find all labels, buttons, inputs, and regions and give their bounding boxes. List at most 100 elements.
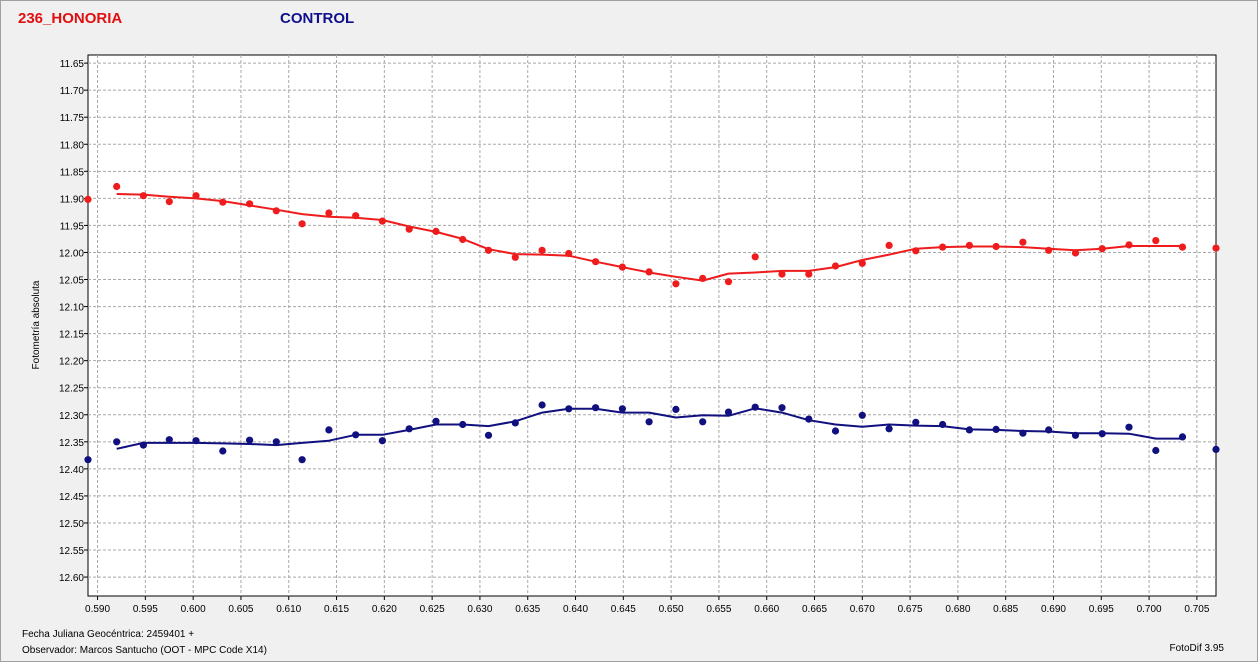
series-honoria bbox=[84, 182, 1220, 288]
data-point-control bbox=[352, 431, 360, 439]
data-point-control bbox=[192, 437, 200, 445]
footer-software: FotoDif 3.95 bbox=[1169, 643, 1224, 654]
data-point-control bbox=[1019, 429, 1027, 437]
data-point-honoria bbox=[1212, 244, 1220, 252]
series-control bbox=[84, 401, 1220, 464]
data-point-honoria bbox=[751, 253, 759, 261]
data-point-control bbox=[618, 405, 627, 413]
y-tick-label: 11.65 bbox=[60, 59, 85, 70]
data-point-honoria bbox=[1178, 243, 1187, 251]
data-point-control bbox=[965, 426, 974, 434]
data-point-control bbox=[113, 438, 121, 446]
data-point-control bbox=[378, 437, 386, 445]
data-point-honoria bbox=[192, 192, 200, 200]
data-point-honoria bbox=[885, 241, 893, 249]
data-point-honoria bbox=[113, 182, 121, 191]
footer-observer: Observador: Marcos Santucho (OOT - MPC C… bbox=[22, 645, 267, 656]
data-point-honoria bbox=[858, 259, 866, 267]
data-point-control bbox=[1152, 446, 1160, 455]
data-point-honoria bbox=[724, 278, 733, 286]
grid bbox=[88, 55, 1216, 596]
y-tick-label: 12.10 bbox=[59, 303, 84, 314]
x-tick-label: 0.680 bbox=[945, 604, 970, 615]
data-point-honoria bbox=[778, 270, 786, 278]
data-point-control bbox=[459, 420, 467, 429]
data-point-control bbox=[672, 405, 680, 413]
data-point-honoria bbox=[592, 258, 600, 266]
data-point-control bbox=[805, 415, 813, 423]
y-tick-label: 12.50 bbox=[59, 519, 84, 530]
y-tick-label: 12.60 bbox=[59, 573, 84, 584]
y-tick-label: 11.85 bbox=[60, 167, 85, 178]
data-point-honoria bbox=[352, 212, 360, 220]
data-point-control bbox=[405, 425, 413, 433]
data-point-honoria bbox=[165, 198, 173, 206]
data-point-control bbox=[912, 418, 920, 426]
x-tick-label: 0.635 bbox=[515, 604, 540, 615]
data-point-control bbox=[298, 456, 306, 464]
y-tick-label: 12.55 bbox=[59, 546, 84, 557]
data-point-control bbox=[724, 408, 733, 416]
x-tick-label: 0.640 bbox=[563, 604, 588, 615]
data-point-control bbox=[246, 436, 254, 444]
data-point-control bbox=[325, 426, 333, 434]
data-point-control bbox=[565, 405, 573, 413]
x-tick-label: 0.665 bbox=[802, 604, 827, 615]
legend-label-control: CONTROL bbox=[280, 10, 355, 27]
data-point-honoria bbox=[511, 253, 519, 261]
data-point-honoria bbox=[272, 207, 280, 215]
y-tick-label: 11.90 bbox=[60, 194, 85, 205]
x-tick-label: 0.670 bbox=[850, 604, 875, 615]
data-point-honoria bbox=[699, 274, 707, 282]
y-tick-label: 12.00 bbox=[59, 248, 84, 259]
x-tick-label: 0.695 bbox=[1089, 604, 1114, 615]
data-point-control bbox=[751, 403, 759, 411]
footer-julian-date: Fecha Juliana Geocéntrica: 2459401 + bbox=[22, 629, 195, 640]
data-point-honoria bbox=[805, 270, 813, 278]
data-point-control bbox=[165, 436, 173, 444]
data-point-control bbox=[831, 427, 840, 435]
plot-area bbox=[87, 54, 1217, 597]
data-point-control bbox=[139, 441, 147, 449]
data-point-honoria bbox=[912, 247, 920, 255]
data-point-honoria bbox=[1019, 238, 1027, 246]
data-point-honoria bbox=[565, 249, 573, 258]
data-point-honoria bbox=[378, 217, 386, 225]
data-point-control bbox=[778, 404, 786, 412]
data-point-honoria bbox=[84, 195, 92, 203]
data-point-honoria bbox=[298, 220, 306, 228]
data-point-control bbox=[432, 417, 440, 425]
y-tick-label: 12.40 bbox=[59, 465, 84, 476]
x-tick-label: 0.685 bbox=[993, 604, 1018, 615]
y-tick-label: 12.45 bbox=[59, 492, 84, 503]
x-tick-label: 0.645 bbox=[611, 604, 636, 615]
x-tick-label: 0.620 bbox=[372, 604, 397, 615]
data-point-honoria bbox=[219, 198, 227, 206]
y-tick-label: 11.95 bbox=[60, 221, 85, 232]
data-point-honoria bbox=[965, 241, 974, 249]
data-point-honoria bbox=[645, 268, 653, 276]
data-point-honoria bbox=[459, 235, 467, 244]
legend-label-honoria: 236_HONORIA bbox=[18, 10, 123, 27]
x-tick-label: 0.700 bbox=[1137, 604, 1162, 615]
y-tick-label: 12.20 bbox=[59, 357, 84, 368]
data-point-control bbox=[1125, 423, 1133, 431]
data-point-control bbox=[84, 456, 92, 464]
data-point-control bbox=[1045, 426, 1053, 434]
x-tick-label: 0.610 bbox=[276, 604, 301, 615]
data-point-control bbox=[592, 404, 600, 412]
x-tick-label: 0.590 bbox=[85, 604, 110, 615]
data-point-control bbox=[645, 418, 653, 426]
x-tick-label: 0.600 bbox=[181, 604, 206, 615]
data-point-control bbox=[511, 419, 519, 427]
data-point-honoria bbox=[1071, 249, 1080, 257]
y-tick-label: 12.35 bbox=[59, 438, 84, 449]
y-tick-label: 12.25 bbox=[59, 384, 84, 395]
data-point-control bbox=[939, 420, 947, 429]
data-point-honoria bbox=[1125, 241, 1133, 249]
data-point-control bbox=[858, 411, 866, 419]
x-axis-ticks: 0.590 0.595 0.600 0.605 0.610 0.615 0.620 0.625… bbox=[85, 596, 1210, 615]
y-tick-label: 11.75 bbox=[60, 113, 85, 124]
data-point-control bbox=[538, 401, 546, 409]
